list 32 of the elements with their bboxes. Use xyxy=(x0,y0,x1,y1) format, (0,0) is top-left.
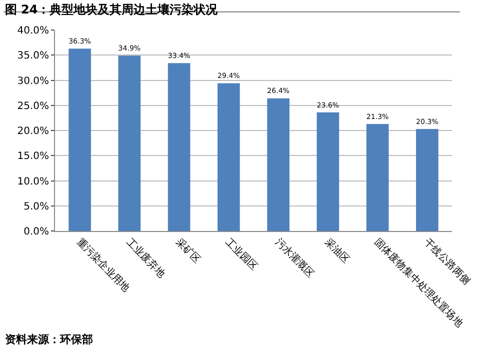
chart-title: 图 24：典型地块及其周边土壤污染状况 xyxy=(4,2,219,17)
y-tick-label: 15.0% xyxy=(17,151,49,162)
bar xyxy=(316,112,340,231)
bar xyxy=(168,63,190,231)
y-tick-label: 20.0% xyxy=(17,126,49,137)
y-tick-label: 25.0% xyxy=(17,100,49,112)
bar xyxy=(267,98,290,231)
data-label: 26.4% xyxy=(267,86,290,96)
data-label: 34.9% xyxy=(118,44,141,53)
y-tick-label: 5.0% xyxy=(24,201,49,212)
data-label: 23.6% xyxy=(316,100,340,110)
data-label: 20.3% xyxy=(416,116,439,126)
bar xyxy=(218,83,240,231)
data-label: 36.3% xyxy=(68,36,92,46)
x-tick-label: 工业园区 xyxy=(223,236,260,273)
y-tick-label: 40.0% xyxy=(17,26,49,36)
y-tick-label: 10.0% xyxy=(17,176,49,188)
x-tick-label: 污水灌溉区 xyxy=(272,236,316,280)
x-tick-label: 工业废弃地 xyxy=(124,236,168,280)
y-tick-label: 35.0% xyxy=(17,50,49,62)
text: 资料来源：环保部 xyxy=(5,333,93,346)
data-label: 21.3% xyxy=(366,112,390,121)
y-tick-label: 30.0% xyxy=(17,76,49,87)
bar xyxy=(118,56,141,231)
bar xyxy=(68,48,91,231)
y-tick-label: 0.0% xyxy=(24,226,49,238)
bar xyxy=(416,128,438,231)
data-label: 33.4% xyxy=(168,51,191,60)
x-tick-label: 采矿区 xyxy=(173,236,204,266)
data-label: 29.4% xyxy=(218,71,240,80)
x-tick-label: 采油区 xyxy=(322,236,352,266)
bar xyxy=(366,124,389,231)
